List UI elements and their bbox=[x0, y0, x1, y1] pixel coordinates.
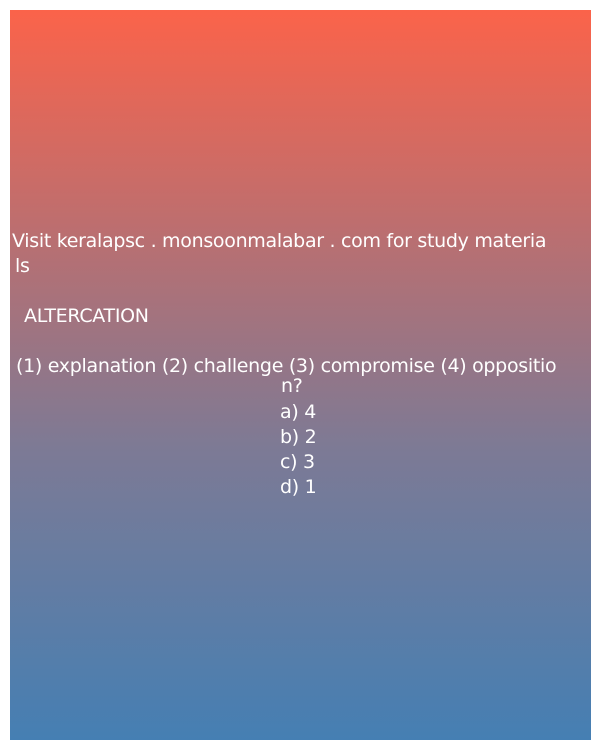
answer-option-d: d) 1 bbox=[280, 476, 317, 498]
question-choices-line-2: n? bbox=[281, 375, 303, 397]
answer-option-a: a) 4 bbox=[280, 401, 316, 423]
question-card: Visit keralapsc . monsoonmalabar . com f… bbox=[10, 10, 591, 740]
question-choices-line-1: (1) explanation (2) challenge (3) compro… bbox=[16, 355, 557, 377]
promo-text-line-1: Visit keralapsc . monsoonmalabar . com f… bbox=[12, 230, 547, 252]
question-word: ALTERCATION bbox=[24, 305, 149, 327]
answer-option-b: b) 2 bbox=[280, 426, 317, 448]
promo-text-line-2: ls bbox=[15, 255, 30, 277]
answer-option-c: c) 3 bbox=[280, 451, 315, 473]
